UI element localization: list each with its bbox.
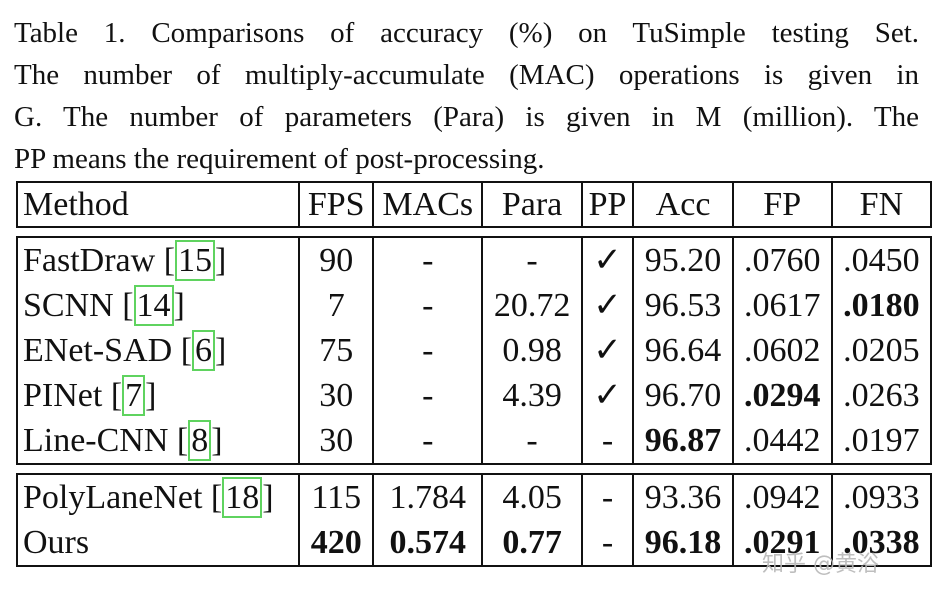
table-header-row: Method FPS MACs Para PP Acc FP FN [15,181,932,228]
pp-cell: ✓ [580,283,635,328]
para-cell: 0.77 [481,520,583,567]
fn-cell: .0205 [830,328,932,373]
header-fp: FP [731,181,833,228]
caption-line: The number of multiply-accumulate (MAC) … [14,59,919,91]
method-cell: PINet [7] [15,373,301,418]
para-cell: 20.72 [481,283,583,328]
macs-cell: - [372,236,484,283]
table-row: Ours 420 0.574 0.77 - 96.18 .0291 .0338 [15,520,932,567]
fp-cell: .0602 [731,328,833,373]
fp-cell: .0442 [731,418,833,465]
fps-cell: 30 [298,418,375,465]
macs-cell: - [372,418,484,465]
fps-cell: 420 [298,520,375,567]
acc-cell: 93.36 [632,473,734,520]
fn-cell: .0338 [830,520,932,567]
table-row: FastDraw [15] 90 - - ✓ 95.20 .0760 .0450 [15,236,932,283]
macs-cell: - [372,328,484,373]
macs-cell: 0.574 [372,520,484,567]
citation-link[interactable]: 8 [188,419,212,461]
fp-cell: .0617 [731,283,833,328]
fn-cell: .0180 [830,283,932,328]
para-cell: - [481,236,583,283]
fps-cell: 90 [298,236,375,283]
caption-line: G. The number of parameters (Para) is gi… [14,101,919,133]
table-row: Line-CNN [8] 30 - - - 96.87 .0442 .0197 [15,418,932,465]
table-row: ENet-SAD [6] 75 - 0.98 ✓ 96.64 .0602 .02… [15,328,932,373]
acc-cell: 96.53 [632,283,734,328]
table-row: PINet [7] 30 - 4.39 ✓ 96.70 .0294 .0263 [15,373,932,418]
acc-cell: 96.87 [632,418,734,465]
macs-cell: - [372,373,484,418]
fps-cell: 7 [298,283,375,328]
header-fps: FPS [298,181,375,228]
table-caption: Table 1. Comparisons of accuracy (%) on … [14,12,919,180]
fps-cell: 115 [298,473,375,520]
method-cell: FastDraw [15] [15,236,301,283]
fn-cell: .0263 [830,373,932,418]
comparison-table: Method FPS MACs Para PP Acc FP FN FastDr… [15,181,932,567]
header-para: Para [481,181,583,228]
method-cell: PolyLaneNet [18] [15,473,301,520]
para-cell: - [481,418,583,465]
citation-link[interactable]: 18 [222,476,263,518]
citation-link[interactable]: 14 [133,284,174,326]
fps-cell: 30 [298,373,375,418]
fp-cell: .0760 [731,236,833,283]
caption-line: PP means the requirement of post-process… [14,143,545,175]
header-fn: FN [830,181,932,228]
fps-cell: 75 [298,328,375,373]
para-cell: 4.39 [481,373,583,418]
method-cell: ENet-SAD [6] [15,328,301,373]
method-cell: Line-CNN [8] [15,418,301,465]
method-cell: SCNN [14] [15,283,301,328]
acc-cell: 96.18 [632,520,734,567]
citation-link[interactable]: 7 [122,374,146,416]
para-cell: 0.98 [481,328,583,373]
pp-cell: ✓ [580,328,635,373]
acc-cell: 96.64 [632,328,734,373]
fp-cell: .0942 [731,473,833,520]
pp-cell: ✓ [580,373,635,418]
macs-cell: 1.784 [372,473,484,520]
table-group-1: FastDraw [15] 90 - - ✓ 95.20 .0760 .0450… [15,236,932,465]
citation-link[interactable]: 6 [192,329,216,371]
fn-cell: .0450 [830,236,932,283]
acc-cell: 96.70 [632,373,734,418]
table-row: PolyLaneNet [18] 115 1.784 4.05 - 93.36 … [15,473,932,520]
fn-cell: .0933 [830,473,932,520]
table-group-2: PolyLaneNet [18] 115 1.784 4.05 - 93.36 … [15,473,932,567]
pp-cell: - [580,520,635,567]
header-acc: Acc [632,181,734,228]
method-cell: Ours [15,520,301,567]
pp-cell: - [580,418,635,465]
header-method: Method [15,181,301,228]
header-macs: MACs [372,181,484,228]
acc-cell: 95.20 [632,236,734,283]
table-row: SCNN [14] 7 - 20.72 ✓ 96.53 .0617 .0180 [15,283,932,328]
pp-cell: ✓ [580,236,635,283]
para-cell: 4.05 [481,473,583,520]
fp-cell: .0291 [731,520,833,567]
macs-cell: - [372,283,484,328]
caption-line: Table 1. Comparisons of accuracy (%) on … [14,17,919,49]
citation-link[interactable]: 15 [175,239,216,281]
header-pp: PP [580,181,635,228]
pp-cell: - [580,473,635,520]
fp-cell: .0294 [731,373,833,418]
fn-cell: .0197 [830,418,932,465]
